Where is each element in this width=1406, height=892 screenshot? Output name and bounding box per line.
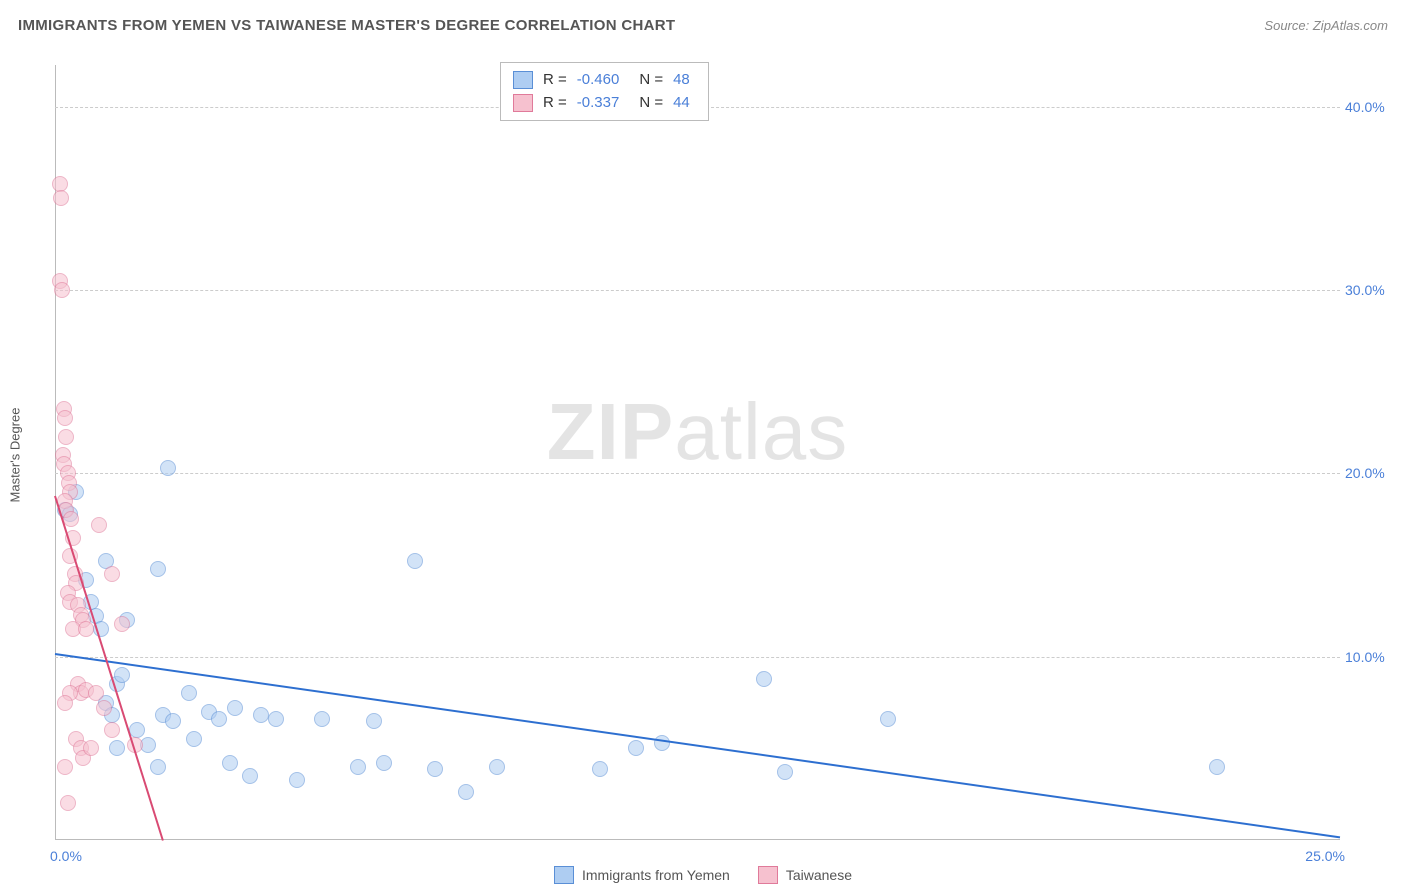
n-value-series2: 44 bbox=[673, 92, 690, 115]
scatter-point bbox=[1209, 759, 1225, 775]
legend-item-series2: Taiwanese bbox=[758, 866, 852, 884]
chart-title: IMMIGRANTS FROM YEMEN VS TAIWANESE MASTE… bbox=[18, 17, 675, 34]
legend-swatch-series1 bbox=[554, 866, 574, 884]
x-tick-max: 25.0% bbox=[1305, 848, 1345, 864]
y-axis-label: Master's Degree bbox=[8, 408, 23, 503]
source-name: ZipAtlas.com bbox=[1313, 18, 1388, 33]
chart-header: IMMIGRANTS FROM YEMEN VS TAIWANESE MASTE… bbox=[0, 0, 1406, 40]
scatter-point bbox=[96, 700, 112, 716]
scatter-point bbox=[165, 713, 181, 729]
swatch-series2 bbox=[513, 94, 533, 112]
scatter-point bbox=[54, 282, 70, 298]
r-value-series2: -0.337 bbox=[577, 92, 620, 115]
scatter-point bbox=[91, 517, 107, 533]
scatter-point bbox=[109, 740, 125, 756]
scatter-point bbox=[880, 711, 896, 727]
scatter-point bbox=[52, 176, 68, 192]
y-tick-label: 20.0% bbox=[1345, 465, 1395, 481]
r-label: R = bbox=[543, 69, 567, 92]
watermark: ZIPatlas bbox=[547, 386, 848, 478]
scatter-point bbox=[114, 667, 130, 683]
scatter-point bbox=[427, 761, 443, 777]
scatter-point bbox=[366, 713, 382, 729]
scatter-point bbox=[181, 685, 197, 701]
watermark-bold: ZIP bbox=[547, 387, 674, 476]
scatter-point bbox=[104, 566, 120, 582]
gridline bbox=[55, 657, 1340, 658]
scatter-point bbox=[211, 711, 227, 727]
scatter-point bbox=[350, 759, 366, 775]
scatter-point bbox=[57, 759, 73, 775]
scatter-point bbox=[53, 190, 69, 206]
plot-area: Master's Degree 0.0% 25.0% ZIPatlas 10.0… bbox=[55, 70, 1340, 840]
scatter-point bbox=[78, 621, 94, 637]
scatter-point bbox=[58, 429, 74, 445]
source-label: Source: bbox=[1264, 18, 1309, 33]
scatter-point bbox=[654, 735, 670, 751]
n-label: N = bbox=[639, 69, 663, 92]
correlation-stats-box: R = -0.460 N = 48 R = -0.337 N = 44 bbox=[500, 62, 709, 121]
scatter-point bbox=[314, 711, 330, 727]
trend-line bbox=[55, 653, 1340, 838]
scatter-point bbox=[114, 616, 130, 632]
scatter-point bbox=[222, 755, 238, 771]
stats-row-series2: R = -0.337 N = 44 bbox=[513, 92, 690, 115]
scatter-point bbox=[104, 722, 120, 738]
scatter-point bbox=[777, 764, 793, 780]
scatter-point bbox=[63, 511, 79, 527]
scatter-point bbox=[186, 731, 202, 747]
scatter-point bbox=[756, 671, 772, 687]
scatter-point bbox=[253, 707, 269, 723]
scatter-point bbox=[227, 700, 243, 716]
scatter-point bbox=[376, 755, 392, 771]
scatter-point bbox=[88, 685, 104, 701]
gridline bbox=[55, 290, 1340, 291]
trend-line bbox=[54, 496, 164, 841]
swatch-series1 bbox=[513, 71, 533, 89]
stats-row-series1: R = -0.460 N = 48 bbox=[513, 69, 690, 92]
scatter-point bbox=[458, 784, 474, 800]
r-value-series1: -0.460 bbox=[577, 69, 620, 92]
scatter-point bbox=[289, 772, 305, 788]
legend-label-series2: Taiwanese bbox=[786, 867, 852, 883]
y-tick-label: 40.0% bbox=[1345, 99, 1395, 115]
scatter-point bbox=[407, 553, 423, 569]
watermark-light: atlas bbox=[674, 387, 848, 476]
scatter-point bbox=[83, 740, 99, 756]
scatter-point bbox=[60, 795, 76, 811]
scatter-point bbox=[150, 759, 166, 775]
scatter-point bbox=[242, 768, 258, 784]
n-value-series1: 48 bbox=[673, 69, 690, 92]
x-tick-min: 0.0% bbox=[50, 848, 82, 864]
r-label: R = bbox=[543, 92, 567, 115]
legend-swatch-series2 bbox=[758, 866, 778, 884]
y-tick-label: 30.0% bbox=[1345, 282, 1395, 298]
x-axis-line bbox=[55, 839, 1340, 840]
scatter-point bbox=[57, 695, 73, 711]
scatter-point bbox=[129, 722, 145, 738]
y-tick-label: 10.0% bbox=[1345, 649, 1395, 665]
bottom-legend: Immigrants from Yemen Taiwanese bbox=[0, 866, 1406, 884]
scatter-point bbox=[268, 711, 284, 727]
gridline bbox=[55, 473, 1340, 474]
scatter-point bbox=[489, 759, 505, 775]
scatter-point bbox=[592, 761, 608, 777]
legend-label-series1: Immigrants from Yemen bbox=[582, 867, 730, 883]
scatter-point bbox=[57, 410, 73, 426]
scatter-point bbox=[150, 561, 166, 577]
scatter-point bbox=[628, 740, 644, 756]
source-attribution: Source: ZipAtlas.com bbox=[1264, 18, 1388, 33]
legend-item-series1: Immigrants from Yemen bbox=[554, 866, 730, 884]
n-label: N = bbox=[639, 92, 663, 115]
scatter-point bbox=[160, 460, 176, 476]
